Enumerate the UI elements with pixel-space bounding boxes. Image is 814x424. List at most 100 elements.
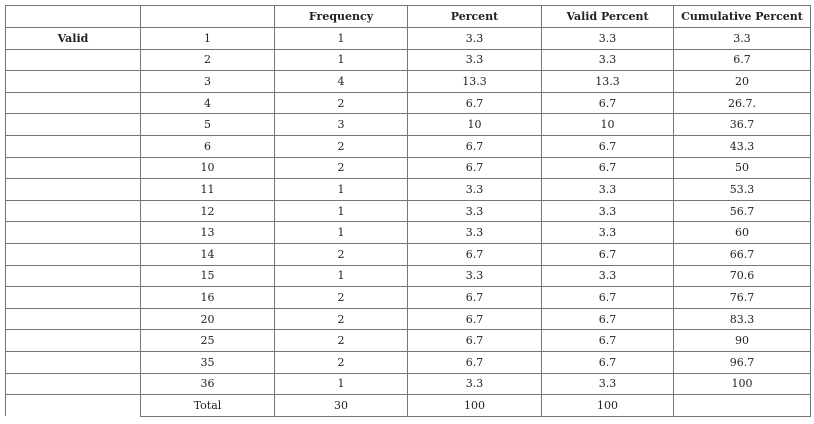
empty-cell bbox=[5, 350, 141, 374]
table-row: 10 2 6.7 6.7 50 bbox=[5, 156, 811, 180]
table-cell: 3.3 bbox=[541, 48, 674, 72]
table-cell: 100 bbox=[407, 394, 542, 417]
table-cell: 1 bbox=[274, 27, 408, 50]
table-cell: 90 bbox=[673, 329, 811, 352]
table-cell: 2 bbox=[140, 48, 275, 72]
table-cell: 1 bbox=[140, 27, 275, 50]
table-cell: 11 bbox=[140, 178, 275, 201]
table-cell: 10 bbox=[140, 156, 275, 180]
table-cell: 3.3 bbox=[407, 264, 542, 288]
table-cell: 20 bbox=[140, 307, 275, 331]
empty-cell bbox=[5, 372, 141, 396]
empty-cell bbox=[5, 221, 141, 244]
table-cell: 2 bbox=[274, 134, 408, 158]
table-cell: 1 bbox=[274, 178, 408, 201]
table-row: 2 1 3.3 3.3 6.7 bbox=[5, 48, 811, 72]
table-row: 3 4 13.3 13.3 20 bbox=[5, 70, 811, 93]
table-cell: 1 bbox=[274, 199, 408, 223]
group-label: Valid bbox=[5, 27, 141, 50]
table-cell: 6.7 bbox=[541, 156, 674, 180]
table-cell: 6.7 bbox=[407, 242, 542, 266]
header-cell: Cumulative Percent bbox=[673, 5, 811, 28]
table-cell: 6.7 bbox=[541, 350, 674, 374]
table-cell: 1 bbox=[274, 48, 408, 72]
empty-cell bbox=[5, 307, 141, 331]
table-cell: 2 bbox=[274, 156, 408, 180]
empty-cell bbox=[5, 286, 141, 309]
header-cell bbox=[5, 5, 141, 28]
table-cell: 25 bbox=[140, 329, 275, 352]
table-cell: 3.3 bbox=[541, 264, 674, 288]
table-cell: 13 bbox=[140, 221, 275, 244]
table-cell: 6.7 bbox=[407, 91, 542, 115]
table-row: 15 1 3.3 3.3 70.6 bbox=[5, 264, 811, 288]
table-cell: 6.7 bbox=[541, 286, 674, 309]
total-row: Total 30 100 100 bbox=[5, 394, 811, 417]
table-cell: 96.7 bbox=[673, 350, 811, 374]
table-cell: 20 bbox=[673, 70, 811, 93]
empty-cell bbox=[5, 91, 141, 115]
table-cell: 6 bbox=[140, 134, 275, 158]
table-row: 20 2 6.7 6.7 83.3 bbox=[5, 307, 811, 331]
table-cell: 6.7 bbox=[541, 242, 674, 266]
empty-cell bbox=[673, 394, 811, 417]
table-cell: 3 bbox=[274, 113, 408, 136]
table-cell: 3.3 bbox=[673, 27, 811, 50]
table-row: 35 2 6.7 6.7 96.7 bbox=[5, 350, 811, 374]
table-row: 14 2 6.7 6.7 66.7 bbox=[5, 242, 811, 266]
header-cell bbox=[140, 5, 275, 28]
empty-cell bbox=[5, 264, 141, 288]
empty-cell bbox=[5, 113, 141, 136]
table-cell: 3.3 bbox=[541, 221, 674, 244]
table-cell: 6.7 bbox=[407, 329, 542, 352]
table-cell: 66.7 bbox=[673, 242, 811, 266]
table-cell: 3.3 bbox=[541, 27, 674, 50]
table-cell: 2 bbox=[274, 286, 408, 309]
table-cell: 3.3 bbox=[407, 27, 542, 50]
table-cell: 6.7 bbox=[407, 286, 542, 309]
empty-cell bbox=[5, 70, 141, 93]
table-cell: 1 bbox=[274, 372, 408, 396]
table-cell: 43.3 bbox=[673, 134, 811, 158]
table-cell: Total bbox=[140, 394, 275, 417]
empty-cell bbox=[5, 48, 141, 72]
table-cell: 6.7 bbox=[407, 156, 542, 180]
header-row: Frequency Percent Valid Percent Cumulati… bbox=[5, 5, 811, 28]
table-cell: 6.7 bbox=[541, 329, 674, 352]
table-cell: 2 bbox=[274, 307, 408, 331]
table-row: 11 1 3.3 3.3 53.3 bbox=[5, 178, 811, 201]
table-cell: 2 bbox=[274, 91, 408, 115]
table-cell: 2 bbox=[274, 242, 408, 266]
header-cell: Frequency bbox=[274, 5, 408, 28]
table-cell: 14 bbox=[140, 242, 275, 266]
table-cell: 6.7 bbox=[541, 307, 674, 331]
empty-cell bbox=[5, 329, 141, 352]
table-cell: 30 bbox=[274, 394, 408, 417]
table-cell: 100 bbox=[541, 394, 674, 417]
table-cell: 36 bbox=[140, 372, 275, 396]
table-cell: 2 bbox=[274, 350, 408, 374]
table-row: 4 2 6.7 6.7 26.7. bbox=[5, 91, 811, 115]
table-cell: 6.7 bbox=[541, 134, 674, 158]
table-row: 12 1 3.3 3.3 56.7 bbox=[5, 199, 811, 223]
table-cell: 60 bbox=[673, 221, 811, 244]
table-cell: 15 bbox=[140, 264, 275, 288]
table-cell: 6.7 bbox=[407, 350, 542, 374]
empty-cell bbox=[5, 156, 141, 180]
table-cell: 26.7. bbox=[673, 91, 811, 115]
table-cell: 53.3 bbox=[673, 178, 811, 201]
table-row: 13 1 3.3 3.3 60 bbox=[5, 221, 811, 244]
table-cell: 2 bbox=[274, 329, 408, 352]
table-cell: 3.3 bbox=[407, 221, 542, 244]
table-row: Valid 1 1 3.3 3.3 3.3 bbox=[5, 27, 811, 50]
empty-cell bbox=[5, 134, 141, 158]
table-cell: 6.7 bbox=[673, 48, 811, 72]
table-cell: 3 bbox=[140, 70, 275, 93]
table-cell: 70.6 bbox=[673, 264, 811, 288]
table-cell: 13.3 bbox=[541, 70, 674, 93]
table-cell: 50 bbox=[673, 156, 811, 180]
table-row: 6 2 6.7 6.7 43.3 bbox=[5, 134, 811, 158]
header-cell: Valid Percent bbox=[541, 5, 674, 28]
table-row: 25 2 6.7 6.7 90 bbox=[5, 329, 811, 352]
